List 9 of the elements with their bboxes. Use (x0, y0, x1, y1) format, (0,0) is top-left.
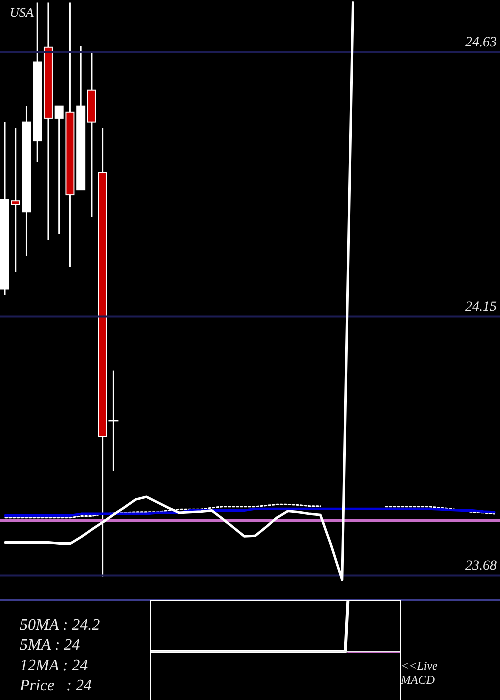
text: 50MA : 24.2 (20, 617, 100, 634)
text: Price : 24 (19, 678, 92, 695)
y-tick-label: 24.15 (466, 300, 497, 315)
text: 5MA : 24 (20, 637, 80, 654)
text: <<Live MACD (400, 659, 439, 687)
y-tick-label: 23.68 (466, 558, 497, 574)
text: 12MA : 24 (20, 657, 88, 674)
chart-title: USA (10, 5, 34, 20)
y-tick-label: 24.63 (466, 35, 497, 50)
